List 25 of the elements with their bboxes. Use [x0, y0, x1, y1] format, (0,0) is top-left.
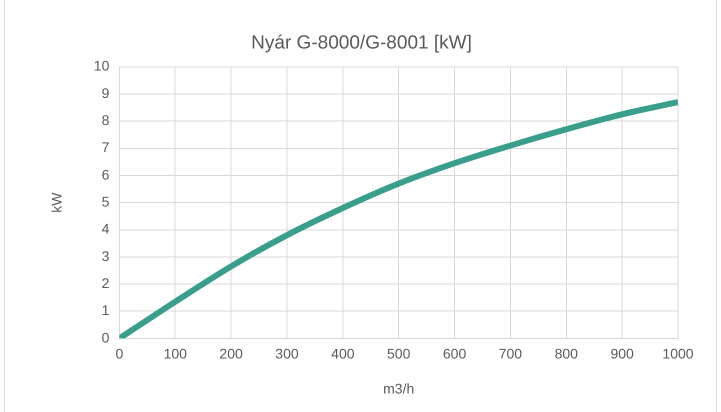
y-tick-label: 9 — [102, 84, 110, 101]
x-tick-label: 900 — [610, 346, 634, 362]
x-axis-title: m3/h — [383, 380, 414, 396]
x-tick-label: 500 — [387, 346, 411, 362]
x-tick-label: 1000 — [662, 346, 694, 362]
x-tick-label: 300 — [275, 346, 299, 362]
y-tick-label: 10 — [94, 58, 110, 74]
x-tick-label: 600 — [442, 346, 466, 362]
y-tick-label: 3 — [102, 248, 110, 264]
y-tick-label: 5 — [102, 193, 110, 210]
x-tick-label: 100 — [164, 346, 188, 362]
x-tick-label: 400 — [331, 346, 355, 362]
y-tick-label: 0 — [102, 329, 110, 346]
x-tick-label: 700 — [498, 346, 522, 362]
chart-title: Nyár G-8000/G-8001 [kW] — [251, 32, 472, 54]
y-axis-title: kW — [48, 192, 64, 213]
x-tick-label: 200 — [219, 346, 243, 362]
y-tick-label: 8 — [102, 112, 110, 128]
y-tick-label: 4 — [102, 220, 110, 237]
y-tick-label: 6 — [102, 166, 110, 182]
y-tick-label: 2 — [102, 274, 110, 291]
y-tick-label: 1 — [102, 302, 110, 318]
x-tick-label: 0 — [115, 346, 124, 362]
y-tick-label: 7 — [102, 139, 110, 156]
x-tick-label: 800 — [554, 346, 578, 362]
